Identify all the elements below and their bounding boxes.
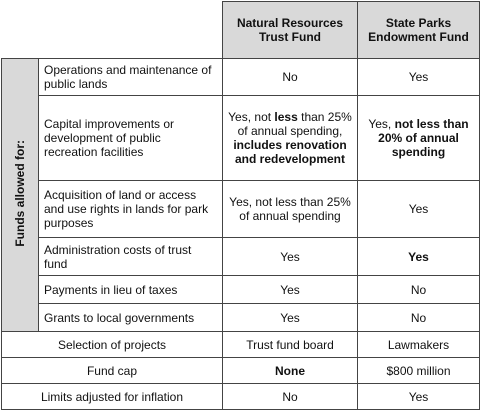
value-cell: Yes, not less than 25% of annual spendin… [222,180,358,238]
table-row: Selection of projects Trust fund board Law… [1,331,480,358]
blank-header [1,1,223,59]
cell-text: No [282,70,298,84]
row-label: Operations and maintenance of public lan… [38,58,223,96]
group-label-cell: Funds allowed for: [1,58,39,332]
cell-text: than 25% of annual spending, [237,110,352,138]
value-cell: $800 million [357,357,480,384]
cell-text: Yes, [368,117,395,131]
cell-text: Trust fund board [246,337,334,352]
row-label: Capital improvements or development of p… [38,95,223,181]
table-row: Acquisition of land or access and use ri… [2,180,480,238]
value-cell: Yes [357,237,480,276]
cell-text: not less than 20% of annual spending [378,117,469,159]
value-cell: No [357,275,480,304]
value-cell: Yes [222,303,358,332]
cell-text: Yes, not less than 25% of annual spendin… [229,195,351,223]
cell-text: Yes [408,70,429,84]
cell-text: Yes [280,310,300,325]
cell-text: Yes [280,249,300,264]
value-cell: No [222,58,358,96]
row-label: Selection of projects [1,331,223,358]
header-row: Natural Resources Trust Fund State Parks… [1,1,480,59]
value-cell: Yes, not less than 25% of annual spendin… [222,95,358,181]
value-cell: Trust fund board [222,331,358,358]
row-label: Fund cap [1,357,223,384]
row-label: Payments in lieu of taxes [38,275,223,304]
cell-text: Yes [408,249,429,264]
row-label: Grants to local governments [38,303,223,332]
cell-text: Yes [408,389,429,404]
cell-text: No [282,389,298,404]
table-row: Grants to local governments Yes No [2,303,480,332]
value-cell: Yes [357,383,480,410]
cell-text: Yes [280,282,300,297]
value-cell: No [222,383,358,410]
cell-text: Yes [408,202,429,216]
value-cell: None [222,357,358,384]
cell-text: None [275,363,305,378]
column-header: State Parks Endowment Fund [357,1,480,59]
cell-text: No [410,310,427,325]
cell-text: includes renovation and redevelopment [233,138,347,166]
cell-text: Lawmakers [387,337,450,352]
value-cell: Yes [357,58,480,96]
value-cell: Yes [222,237,358,276]
cell-text: $800 million [386,363,451,378]
table-row: Administration costs of trust fund Yes Yes [2,237,480,276]
value-cell: Lawmakers [357,331,480,358]
cell-text: less [274,110,298,124]
value-cell: Yes [222,275,358,304]
table-row: Limits adjusted for inflation No Yes [1,383,480,410]
column-header: Natural Resources Trust Fund [222,1,358,59]
value-cell: Yes [357,180,480,238]
table-row: Fund cap None $800 million [1,357,480,384]
value-cell: No [357,303,480,332]
table-row: Capital improvements or development of p… [2,95,480,181]
cell-text: No [410,282,427,297]
value-cell: Yes, not less than 20% of annual spendin… [357,95,480,181]
row-label: Administration costs of trust fund [38,237,223,276]
cell-text: Yes, not [228,110,275,124]
table-row: Funds allowed for: Operations and mainten… [1,58,480,332]
row-label: Limits adjusted for inflation [1,383,223,410]
row-label: Acquisition of land or access and use ri… [38,180,223,238]
group-label: Funds allowed for: [13,140,27,247]
table-row: Payments in lieu of taxes Yes No [2,275,480,304]
